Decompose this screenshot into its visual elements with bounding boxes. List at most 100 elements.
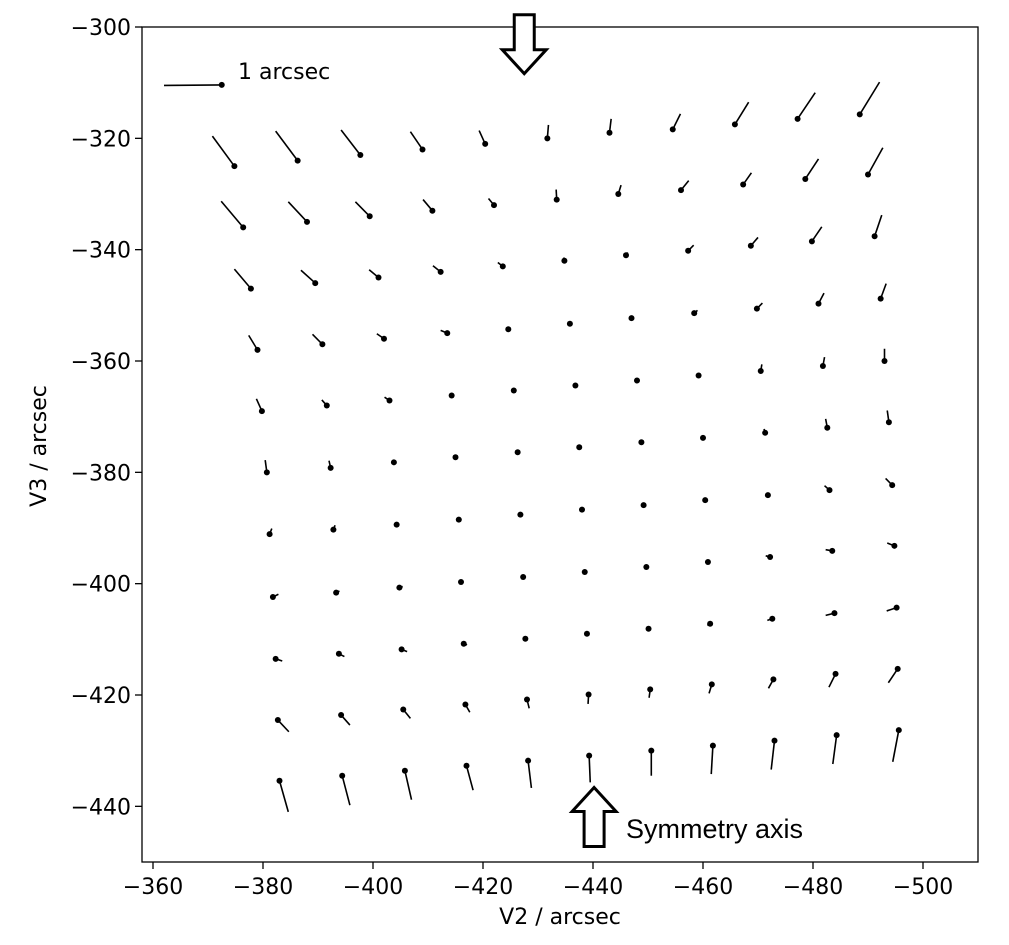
x-axis-title: V2 / arcsec [499, 905, 621, 930]
y-tick-label: −400 [71, 573, 131, 598]
vector-point [505, 326, 512, 333]
vector-point [448, 392, 455, 399]
scale-arrow-label: 1 arcsec [238, 60, 330, 85]
vector-line [873, 214, 883, 237]
vector-line [287, 201, 308, 223]
vector-point [437, 268, 444, 275]
vector-point [390, 459, 397, 466]
y-tick-label: −300 [71, 16, 131, 41]
vector-point [581, 568, 588, 575]
vector-point [386, 397, 393, 404]
vector-point [669, 126, 676, 133]
vector-point [678, 187, 684, 194]
vector-point [647, 686, 654, 693]
vector-point [510, 387, 517, 394]
vector-point [708, 681, 715, 688]
vector-point [566, 320, 573, 327]
vector-point [891, 542, 898, 549]
vector-point [829, 547, 836, 554]
vector-point [294, 157, 301, 164]
vector-line [354, 201, 371, 217]
vector-point [826, 487, 833, 494]
vector-point [747, 242, 754, 249]
vector-line [211, 135, 236, 167]
vector-point [638, 439, 645, 446]
vector-point [553, 196, 560, 203]
vector-point [520, 573, 527, 580]
vector-point [757, 368, 764, 375]
scale-arrow-point [218, 81, 225, 88]
vector-point [276, 777, 283, 784]
vector-point [824, 424, 831, 431]
vector-point [401, 767, 408, 774]
y-tick-label: −380 [71, 461, 131, 486]
vector-point [700, 434, 706, 441]
vector-point [815, 300, 822, 307]
y-axis-ticks: −300 −320 −340 −360 −380 −400 −420 −440 [71, 16, 142, 820]
vector-point [771, 737, 778, 744]
vector-point [400, 706, 407, 713]
vector-point [583, 630, 590, 637]
vector-line [859, 81, 881, 115]
vector-point [877, 295, 884, 302]
vector-point [396, 584, 403, 591]
vector-point [338, 712, 345, 719]
vector-point [645, 625, 652, 632]
y-axis-title: V3 / arcsec [27, 385, 52, 507]
x-tick-label: −420 [453, 875, 513, 900]
vector-point [762, 429, 769, 436]
down-arrow-icon [498, 13, 550, 76]
vector-point [606, 129, 613, 136]
vector-line [404, 770, 413, 800]
vector-point [889, 482, 896, 489]
vector-field [211, 81, 902, 813]
vector-point [525, 757, 532, 764]
vector-point [398, 646, 405, 653]
vector-point [702, 497, 709, 504]
vector-point [247, 285, 254, 292]
y-tick-label: −320 [71, 127, 131, 152]
y-tick-label: −360 [71, 350, 131, 375]
vector-point [333, 589, 340, 596]
annotations: Symmetry axis [498, 13, 803, 848]
vector-point [524, 696, 530, 703]
vector-point [881, 358, 888, 364]
vector-point [491, 202, 497, 209]
vector-point [833, 732, 840, 739]
vector-point [335, 650, 342, 657]
vector-point [544, 135, 551, 142]
vector-point [419, 146, 426, 153]
vector-point [463, 762, 470, 769]
vector-point [381, 335, 387, 342]
vector-line [341, 775, 351, 806]
vector-point [482, 140, 489, 147]
vector-point [586, 752, 593, 759]
vector-point [643, 563, 650, 570]
vector-line [891, 729, 900, 762]
vector-point [357, 152, 364, 159]
vector-point [819, 363, 826, 370]
vector-point [572, 382, 579, 389]
vector-point [802, 175, 809, 182]
vector-point [695, 372, 702, 379]
vector-point [831, 610, 838, 617]
vector-point [648, 747, 655, 754]
vector-line [409, 131, 424, 150]
vector-point [499, 263, 506, 270]
x-tick-label: −400 [343, 875, 403, 900]
vector-point [444, 330, 451, 337]
vector-line [588, 755, 592, 783]
vector-point [865, 171, 871, 178]
x-tick-label: −460 [673, 875, 733, 900]
vector-point [231, 163, 238, 170]
vector-line [734, 101, 750, 125]
vector-line [832, 734, 838, 765]
vector-point [740, 181, 747, 188]
vector-line [340, 129, 361, 156]
vector-point [895, 727, 902, 734]
symmetry-axis-arrow-icon [568, 785, 620, 848]
vector-point [764, 492, 771, 499]
vector-point [327, 464, 334, 471]
vector-line [804, 158, 820, 180]
